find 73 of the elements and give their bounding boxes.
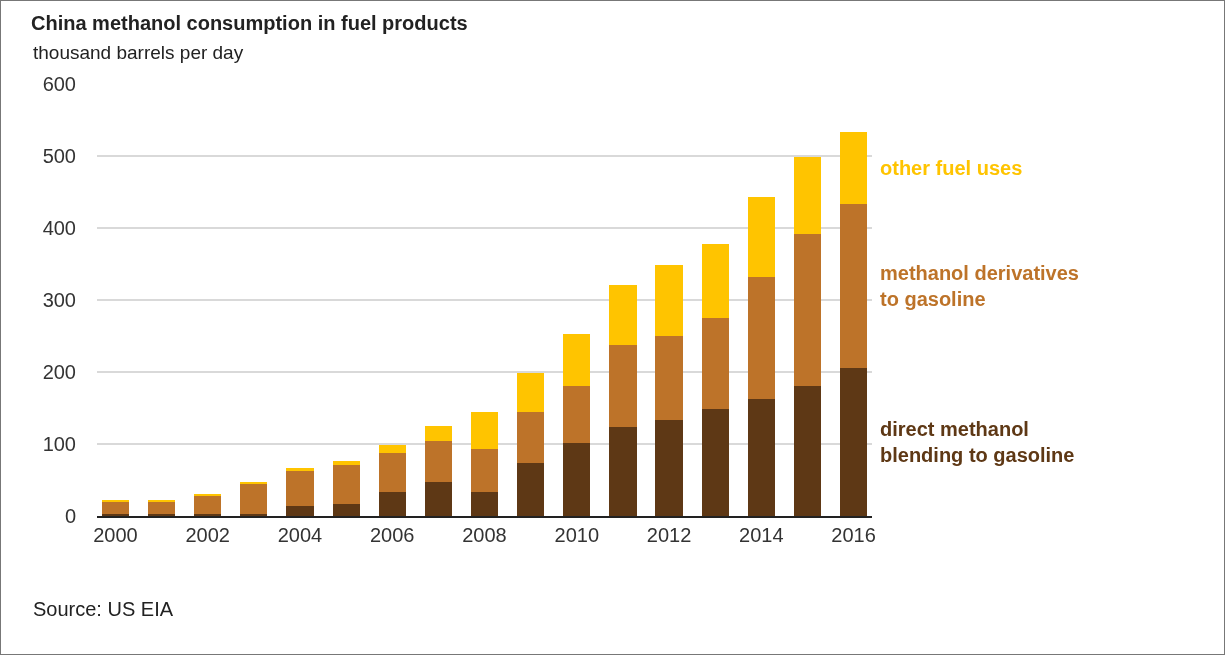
x-tick-label: 2008	[462, 524, 507, 546]
bar	[286, 468, 314, 471]
series-label: methanol derivatives to gasoline	[880, 262, 1079, 310]
bar	[101, 500, 130, 503]
bar	[470, 492, 499, 516]
x-tick-label: 2002	[185, 524, 230, 546]
x-tick-label: 2004	[277, 524, 323, 546]
bar	[424, 441, 452, 483]
bar	[793, 386, 822, 516]
bar	[563, 333, 591, 387]
x-tick-label: 2006	[369, 524, 415, 546]
bar	[839, 204, 868, 369]
bar	[147, 502, 176, 514]
bar	[424, 482, 452, 516]
bar	[194, 513, 222, 516]
bar	[563, 386, 591, 444]
y-tick-label: 0	[64, 505, 76, 527]
series-label: other fuel uses	[880, 157, 1023, 179]
bar	[240, 513, 268, 516]
bar	[793, 233, 822, 387]
bar	[517, 462, 545, 516]
bar	[194, 495, 222, 514]
bar	[747, 399, 775, 516]
bar	[793, 157, 822, 234]
bar	[332, 464, 360, 504]
bar	[655, 419, 683, 516]
bar	[286, 505, 314, 516]
bar	[378, 492, 406, 516]
source-note: Source: US EIA	[33, 598, 174, 620]
bar	[332, 503, 360, 516]
y-tick-label: 200	[42, 361, 76, 383]
bar	[147, 500, 176, 503]
y-axis-title: thousand barrels per day	[33, 42, 244, 63]
bar	[147, 513, 176, 516]
bar	[563, 443, 591, 516]
bar	[747, 276, 775, 400]
bar	[378, 445, 406, 454]
bar	[655, 265, 683, 336]
bar	[101, 502, 130, 514]
x-tick-label: 2010	[554, 524, 600, 546]
bar	[240, 484, 268, 514]
x-tick-label: 2014	[739, 524, 784, 546]
x-tick-label: 2000	[93, 524, 138, 546]
bar	[655, 336, 683, 420]
y-tick-label: 500	[42, 145, 76, 167]
chart-title: China methanol consumption in fuel products	[31, 12, 468, 34]
bar	[747, 197, 775, 277]
bar	[701, 409, 729, 516]
bar	[194, 493, 222, 496]
y-tick-label: 400	[42, 217, 76, 239]
bar	[609, 284, 637, 346]
bar	[839, 368, 868, 516]
bar	[101, 513, 130, 516]
bar	[517, 411, 545, 463]
bar	[332, 460, 360, 465]
bar	[517, 372, 545, 412]
x-tick-label: 2012	[646, 524, 692, 546]
y-tick-label: 300	[42, 289, 76, 311]
series-label: direct methanol blending to gasoline	[880, 418, 1075, 466]
bar	[470, 449, 499, 493]
bar	[701, 243, 729, 318]
y-tick-label: 100	[42, 433, 76, 455]
bar	[609, 427, 637, 516]
bar	[240, 482, 268, 485]
y-tick-label: 600	[42, 73, 76, 95]
bar	[470, 412, 499, 450]
bar	[286, 470, 314, 506]
bar	[609, 345, 637, 428]
bar	[378, 453, 406, 493]
bar	[701, 318, 729, 410]
bar	[839, 132, 868, 205]
x-tick-label: 2016	[831, 524, 876, 546]
bar	[424, 426, 452, 442]
